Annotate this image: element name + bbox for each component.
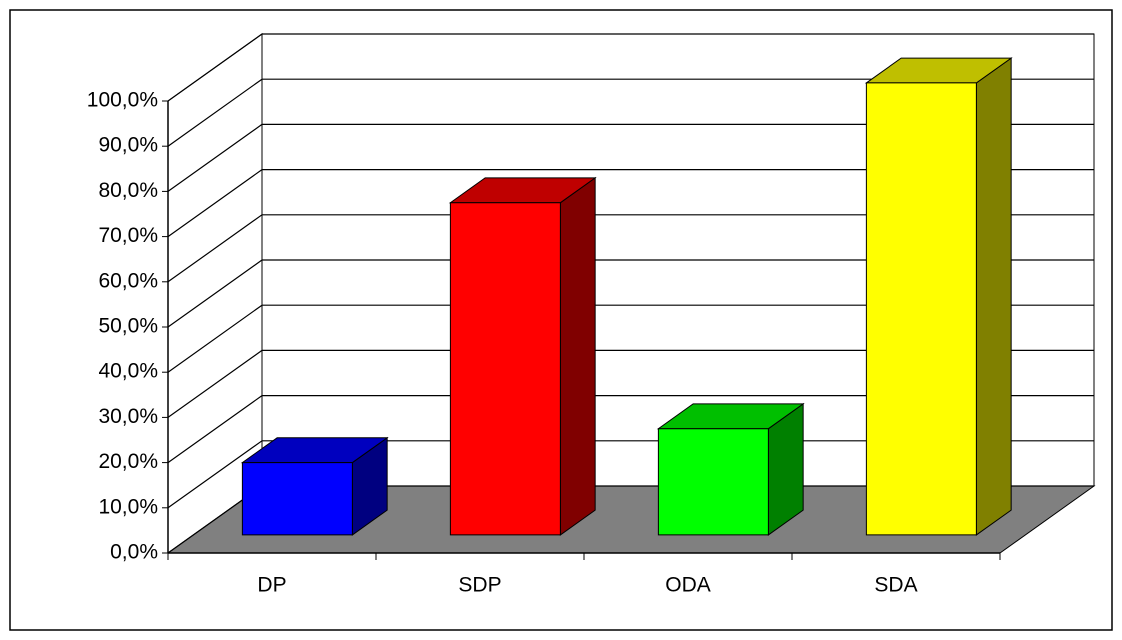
y-tick-label: 60,0% xyxy=(98,269,158,292)
grid-line xyxy=(167,304,1094,373)
y-tick-label: 90,0% xyxy=(98,134,158,157)
grid-line xyxy=(167,214,1094,283)
y-tick-label: 100,0% xyxy=(87,89,158,112)
bar xyxy=(241,462,353,536)
x-tick-label: DP xyxy=(257,574,286,597)
bar xyxy=(865,82,977,536)
grid-line xyxy=(167,440,1094,509)
y-tick-label: 20,0% xyxy=(98,450,158,473)
grid-line xyxy=(167,33,1094,102)
grid-line xyxy=(167,123,1094,192)
y-tick-label: 30,0% xyxy=(98,405,158,428)
y-tick-label: 70,0% xyxy=(98,224,158,247)
y-tick-label: 0,0% xyxy=(110,541,158,564)
y-tick-label: 40,0% xyxy=(98,360,158,383)
x-tick-label: SDA xyxy=(874,574,917,597)
y-tick-label: 50,0% xyxy=(98,315,158,338)
grid-line xyxy=(167,78,1094,147)
grid-line xyxy=(167,259,1094,328)
grid-line xyxy=(167,169,1094,238)
bar-side xyxy=(975,57,1012,536)
bar xyxy=(449,202,561,536)
bar xyxy=(657,428,769,536)
x-tick-label: ODA xyxy=(665,574,711,597)
grid-line xyxy=(167,349,1094,418)
y-tick-label: 10,0% xyxy=(98,495,158,518)
x-tick-label: SDP xyxy=(458,574,501,597)
y-tick-label: 80,0% xyxy=(98,179,158,202)
grid-line xyxy=(167,395,1094,464)
bar-side xyxy=(559,176,596,536)
